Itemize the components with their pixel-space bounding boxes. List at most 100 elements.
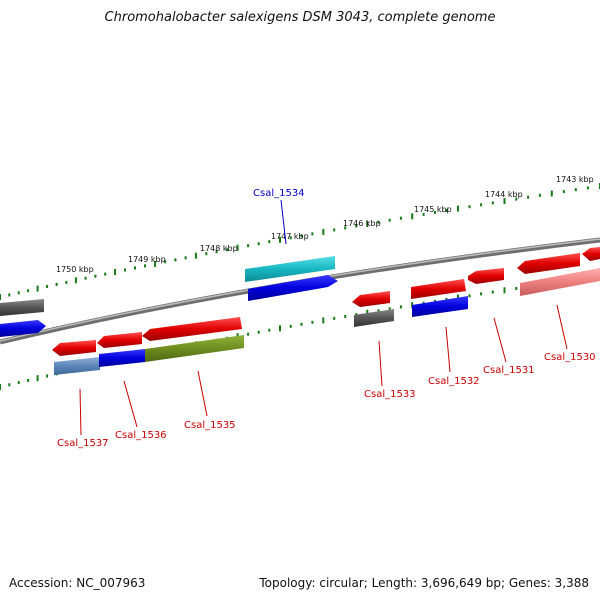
outer-ring-tick (311, 232, 314, 236)
outer-ring-tick (104, 272, 107, 276)
label-csal-1536[interactable]: Csal_1536 (115, 430, 167, 441)
outer-ring-tick (366, 221, 369, 227)
gene-csal-1530[interactable] (517, 253, 580, 274)
inner-ring-tick (247, 332, 250, 336)
outer-ring-tick (36, 285, 39, 292)
outer-ring-tick (411, 213, 414, 220)
leader-csal-1532 (445, 326, 451, 373)
label-csal-1532[interactable]: Csal_1532 (428, 376, 480, 387)
inner-ring-tick (377, 309, 380, 313)
gene-csal-1535[interactable] (145, 335, 244, 362)
outer-ring-tick (268, 240, 271, 244)
gene-csal-1537[interactable] (54, 357, 100, 375)
gene-right-red[interactable] (582, 247, 600, 261)
outer-ring-tick (468, 205, 471, 209)
inner-ring-tick (388, 307, 391, 311)
outer-ring-tick (94, 274, 97, 278)
gene-csal-1532-blue[interactable] (412, 296, 468, 317)
inner-ring-tick (399, 305, 402, 309)
outer-ring-tick (46, 285, 49, 288)
outer-ring-tick (538, 193, 541, 197)
outer-tick-ring (0, 183, 600, 300)
ruler-label-1747: 1747 kbp (271, 232, 309, 241)
ruler-label-1749: 1749 kbp (128, 255, 166, 264)
gene-left-blue[interactable] (0, 320, 46, 337)
inner-ring-tick (311, 320, 314, 324)
ruler-label-1743: 1743 kbp (556, 175, 594, 184)
genome-summary-text: Topology: circular; Length: 3,696,649 bp… (259, 576, 589, 590)
gene-csal-1530-pink[interactable] (520, 268, 600, 296)
inner-ring-tick (8, 383, 11, 387)
gene-csal-1533[interactable] (352, 291, 390, 307)
outer-ring-tick (527, 195, 530, 199)
gene-csal-1535-red[interactable] (142, 317, 242, 341)
leader-csal-1535 (197, 370, 208, 417)
outer-ring-tick (399, 216, 402, 220)
outer-ring-tick (74, 277, 77, 284)
inner-ring-tick (289, 324, 292, 328)
leader-lines (79, 199, 568, 436)
inner-ring-tick (491, 290, 494, 294)
outer-ring-tick (491, 201, 494, 205)
inner-ring-tick (0, 384, 1, 390)
outer-ring-tick (503, 198, 506, 204)
gene-csal-1537-red[interactable] (52, 340, 96, 356)
leader-csal-1531 (493, 317, 507, 363)
outer-ring-tick (434, 210, 436, 214)
outer-ring-tick (205, 252, 208, 256)
map-title: Chromohalobacter salexigens DSM 3043, co… (104, 10, 496, 25)
inner-ring-tick (268, 328, 271, 332)
gene-labels: Csal_1534 Csal_1533 Csal_1532 Csal_1531 … (57, 188, 596, 449)
gene-csal-1536[interactable] (99, 349, 145, 367)
gene-csal-1534-cyan[interactable] (245, 256, 335, 282)
label-csal-1535[interactable]: Csal_1535 (184, 420, 236, 431)
label-csal-1537[interactable]: Csal_1537 (57, 438, 109, 449)
outer-ring-tick (144, 264, 146, 268)
outer-ring-tick (84, 276, 87, 280)
outer-ring-tick (27, 289, 30, 293)
inner-ring-tick (468, 294, 471, 298)
inner-ring-tick (300, 322, 303, 326)
inner-ring-tick (333, 316, 336, 320)
gene-csal-1532[interactable] (411, 279, 466, 299)
label-csal-1531[interactable]: Csal_1531 (483, 365, 535, 376)
inner-ring-tick (257, 330, 260, 334)
outer-ring-tick (322, 228, 325, 235)
outer-ring-tick (124, 268, 126, 272)
inner-ring-tick (434, 299, 436, 303)
outer-ring-tick (300, 234, 303, 238)
outer-ring-tick (134, 266, 136, 270)
label-csal-1534[interactable]: Csal_1534 (253, 188, 305, 199)
leader-csal-1536 (123, 380, 138, 428)
outer-ring-tick (65, 280, 68, 284)
outer-ring-tick (574, 188, 577, 192)
outer-ring-tick (550, 190, 553, 197)
gene-csal-1534[interactable] (248, 275, 338, 301)
ruler-label-1748: 1748 kbp (200, 244, 238, 253)
outer-ring-tick (247, 244, 250, 248)
outer-ring-tick (344, 226, 347, 230)
outer-ring-tick (55, 282, 58, 286)
ruler-labels: 1750 kbp 1749 kbp 1748 kbp 1747 kbp 1746… (56, 175, 594, 274)
label-csal-1533[interactable]: Csal_1533 (364, 389, 416, 400)
inner-ring-tick (503, 287, 506, 294)
outer-ring-tick (114, 269, 117, 275)
outer-ring-tick (279, 236, 281, 243)
outer-ring-tick (236, 244, 239, 251)
gene-csal-1531[interactable] (468, 268, 504, 284)
outer-ring-tick (377, 220, 380, 224)
outer-ring-tick (257, 242, 260, 246)
gene-csal-1536-red[interactable] (97, 332, 142, 348)
label-csal-1530[interactable]: Csal_1530 (544, 352, 596, 363)
outer-ring-tick (17, 291, 20, 295)
outer-ring-tick (445, 209, 448, 212)
outer-ring-tick (0, 294, 1, 300)
outer-ring-tick (194, 252, 197, 259)
outer-ring-tick (457, 205, 459, 212)
outer-ring-tick (164, 260, 167, 264)
inner-ring-tick (36, 375, 39, 382)
gene-csal-1533-gray[interactable] (354, 309, 394, 327)
gene-left-gray[interactable] (0, 299, 44, 316)
outer-ring-tick (333, 228, 336, 232)
